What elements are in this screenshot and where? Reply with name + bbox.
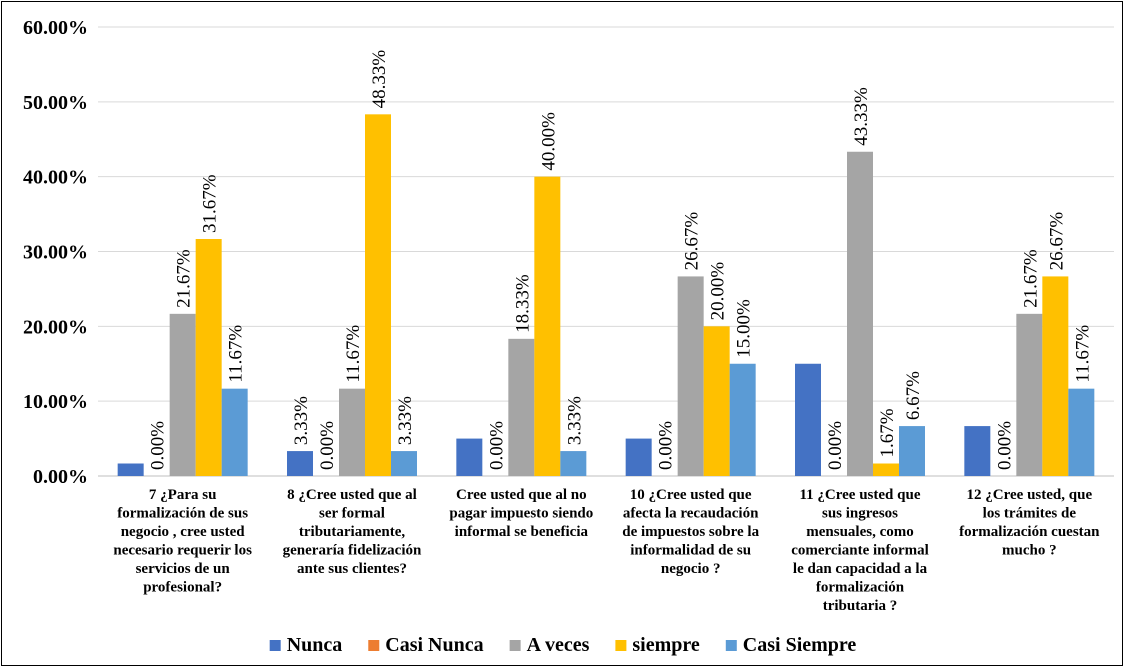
bar-nunca [456,438,483,476]
legend-label: Casi Siempre [743,634,857,656]
y-tick-label: 50.00% [23,92,88,114]
bars [117,114,1095,476]
data-label: 0.00% [825,421,846,470]
bar-a-veces [1016,313,1043,476]
category-label: 10 ¿Cree usted que afecta la recaudación d… [622,487,759,577]
data-label: 11.67% [1072,325,1093,383]
bar-siempre [703,326,730,476]
data-label: 48.33% [369,50,390,109]
bar-casi-siempre [729,363,756,476]
x-axis-categories: 7 ¿Para su formalización de sus negocio , … [113,487,1100,614]
bar-siempre [365,114,391,476]
y-tick-label: 60.00% [23,17,88,39]
bar-siempre [195,239,222,476]
data-label: 1.67% [877,408,898,457]
data-label: 0.00% [656,421,677,470]
gridlines [98,26,1114,477]
bar-nunca [625,438,652,476]
bar-nunca [795,363,821,476]
bar-a-veces [339,388,365,476]
bar-casi-siempre [560,451,587,476]
y-tick-label: 0.00% [33,466,88,488]
data-label: 11.67% [226,325,247,383]
data-labels: 3.33%0.00% 0.00% 0.00% 0.00% 0.00% 0.00%21.67… [148,50,1094,470]
bar-siempre [1042,276,1069,476]
bar-siempre [534,176,561,476]
y-tick-label: 30.00% [23,242,88,264]
category-label: 12 ¿Cree usted, que los trámites de formal… [959,487,1100,559]
data-label: 0.00% [994,421,1015,470]
bar-nunca [287,451,313,476]
bar-casi-siempre [899,426,925,476]
legend-swatch [725,640,737,651]
legend-item-casi-siempre: Casi Siempre [725,634,857,656]
data-label: 0.00% [148,421,169,470]
data-label: 3.33% [395,396,416,445]
data-label: 6.67% [903,371,924,420]
category-label: 7 ¿Para su formalización de sus negocio , … [113,487,252,596]
data-label: 11.67% [343,325,364,383]
bar-siempre [873,463,899,476]
bar-casi-siempre [1068,388,1095,476]
data-label: 3.33% [291,396,312,445]
legend-item-casi-nunca: Casi Nunca [368,634,484,656]
bar-nunca [117,463,144,476]
y-tick-label: 40.00% [23,167,88,189]
bar-a-veces [508,338,535,476]
legend-swatch [509,640,521,651]
bar-a-veces [169,313,196,476]
category-label: 8 ¿Cree usted que al ser formal tributaria… [283,487,422,577]
category-label: Cree usted que al no pagar impuesto siend… [449,487,593,540]
data-label: 26.67% [682,212,703,271]
data-label: 0.00% [317,421,338,470]
data-label: 26.67% [1046,212,1067,271]
data-label: 20.00% [708,262,729,321]
bar-a-veces [847,151,873,476]
bar-a-veces [677,276,704,476]
legend-label: A veces [527,634,590,656]
category-label: 11 ¿Cree usted que sus ingresos mensuales,… [791,487,929,614]
data-label: 3.33% [564,396,585,445]
data-label: 15.00% [734,299,755,358]
legend-swatch [368,640,380,651]
legend-swatch [269,640,281,651]
y-tick-label: 10.00% [23,391,88,413]
legend-swatch [615,640,627,651]
bar-nunca [964,426,991,476]
legend-label: Nunca [287,634,343,656]
data-label: 21.67% [174,249,195,308]
data-label: 18.33% [512,274,533,333]
legend-item-siempre: siempre [615,634,700,656]
bar-casi-siempre [391,451,417,476]
legend-item-a-veces: A veces [509,634,590,656]
data-label: 0.00% [486,421,507,470]
legend: Nunca Casi Nunca A veces siempre Casi Siempr… [269,634,857,656]
data-label: 43.33% [851,87,872,146]
y-axis-ticks: 0.00% 10.00% 20.00% 30.00% 40.00% 50.00% 60.00… [23,17,88,488]
legend-label: Casi Nunca [385,634,483,656]
y-tick-label: 20.00% [23,316,88,338]
legend-label: siempre [632,634,700,656]
data-label: 40.00% [538,112,559,171]
data-label: 21.67% [1020,249,1041,308]
legend-item-nunca: Nunca [269,634,343,656]
data-label: 31.67% [200,174,221,233]
bar-casi-siempre [221,388,248,476]
